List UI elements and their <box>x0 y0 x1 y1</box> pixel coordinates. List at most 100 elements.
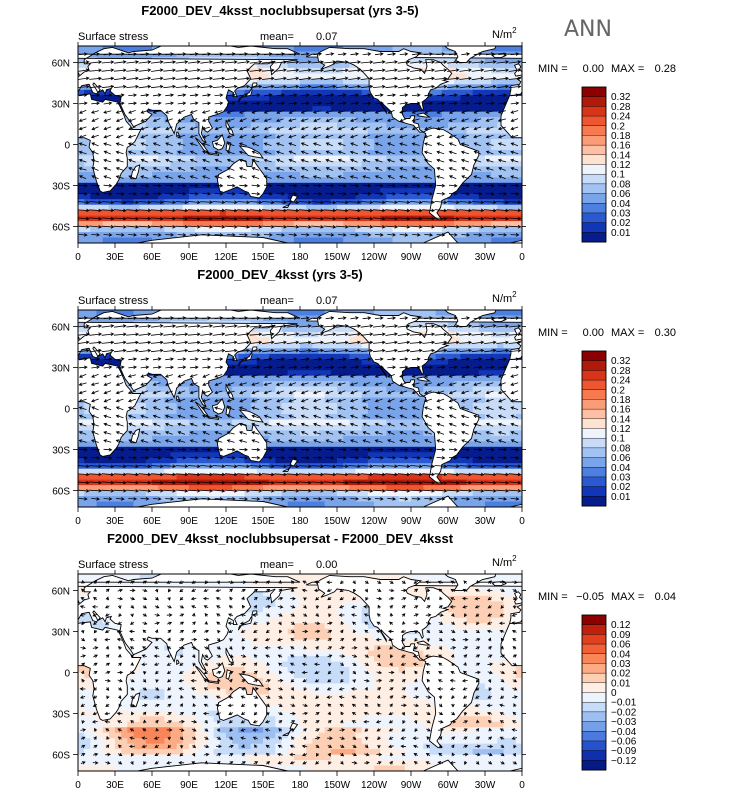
vector-arrow <box>212 216 226 221</box>
field-cell <box>472 359 480 366</box>
vector-arrow <box>313 233 323 237</box>
field-cell <box>232 204 239 211</box>
field-cell <box>232 122 239 129</box>
vector-arrow <box>175 216 189 221</box>
vector-arrow <box>360 68 374 73</box>
field-cell <box>250 62 258 69</box>
field-cell <box>312 106 319 113</box>
field-cell <box>306 210 313 217</box>
vector-arrow <box>313 150 321 155</box>
field-cell <box>343 133 350 140</box>
field-cell <box>515 210 522 217</box>
vector-arrow <box>387 175 395 180</box>
vector-arrow <box>436 101 446 106</box>
field-cell <box>287 310 295 316</box>
field-cell <box>318 166 326 173</box>
field-cell <box>244 128 252 134</box>
field-cell <box>158 166 165 173</box>
field-cell <box>84 46 91 52</box>
field-cell <box>300 122 307 129</box>
field-cell <box>478 359 486 366</box>
vector-arrow <box>128 93 138 97</box>
field-cell <box>330 166 338 173</box>
field-cell <box>417 133 424 140</box>
vector-arrow <box>103 150 112 155</box>
field-cell <box>398 237 406 243</box>
field-cell <box>158 221 165 227</box>
field-cell <box>411 106 418 113</box>
field-cell <box>460 188 467 195</box>
field-cell <box>90 210 97 217</box>
vector-arrow <box>288 150 297 155</box>
field-cell <box>454 128 461 134</box>
vector-arrow <box>360 76 374 81</box>
field-cell <box>306 51 313 58</box>
field-cell <box>349 237 356 243</box>
field-cell <box>324 353 332 360</box>
vector-arrow <box>113 200 127 205</box>
field-cell <box>176 149 184 156</box>
field-cell <box>355 117 363 124</box>
field-cell <box>429 89 437 96</box>
field-cell <box>429 310 437 316</box>
field-cell <box>380 237 387 243</box>
field-cell <box>263 89 270 96</box>
field-cell <box>232 397 239 404</box>
vector-arrow <box>251 158 260 163</box>
field-cell <box>411 408 418 415</box>
field-cell <box>509 155 517 162</box>
vector-arrow <box>152 52 162 56</box>
field-cell <box>256 359 264 366</box>
field-cell <box>478 133 486 140</box>
field-cell <box>164 122 171 129</box>
field-cell <box>158 139 165 145</box>
field-cell <box>256 392 264 398</box>
field-cell <box>349 326 356 333</box>
field-cell <box>460 226 467 233</box>
field-cell <box>509 56 517 63</box>
field-cell <box>478 193 486 200</box>
lon-tick-label: 150E <box>251 252 275 263</box>
field-cell <box>182 155 190 162</box>
vector-arrow <box>399 93 409 97</box>
field-cell <box>509 221 517 227</box>
field-cell <box>497 221 504 227</box>
field-cell <box>232 149 239 156</box>
field-cell <box>293 237 301 243</box>
field-cell <box>448 204 455 211</box>
field-cell <box>411 226 418 233</box>
field-cell <box>478 408 486 415</box>
continent <box>251 82 258 88</box>
vector-arrow <box>350 183 360 188</box>
field-cell <box>127 408 134 415</box>
vector-arrow <box>201 142 211 146</box>
field-cell <box>281 73 289 80</box>
field-cell <box>392 310 400 316</box>
field-cell <box>367 408 375 415</box>
field-cell <box>398 177 406 184</box>
vector-arrow <box>459 216 473 221</box>
vector-arrow <box>263 233 273 237</box>
field-cell <box>367 155 375 162</box>
field-cell <box>102 210 110 217</box>
field-cell <box>182 392 190 398</box>
vector-arrow <box>362 134 371 139</box>
field-cell <box>152 171 159 178</box>
field-cell <box>287 359 295 366</box>
vector-arrow <box>471 76 485 81</box>
vector-arrow <box>249 208 263 213</box>
field-cell <box>337 375 344 382</box>
field-cell <box>398 144 406 151</box>
continent <box>289 194 299 203</box>
field-cell <box>195 177 202 184</box>
field-cell <box>293 133 301 140</box>
vector-arrow <box>274 60 288 64</box>
field-cell <box>293 106 301 113</box>
vector-arrow <box>498 150 506 155</box>
field-cell <box>213 381 221 388</box>
colorbar-label: 0.03 <box>611 208 631 219</box>
vector-arrow <box>226 175 235 179</box>
field-cell <box>269 392 276 398</box>
field-cell <box>293 117 301 124</box>
vector-arrow <box>485 93 495 97</box>
